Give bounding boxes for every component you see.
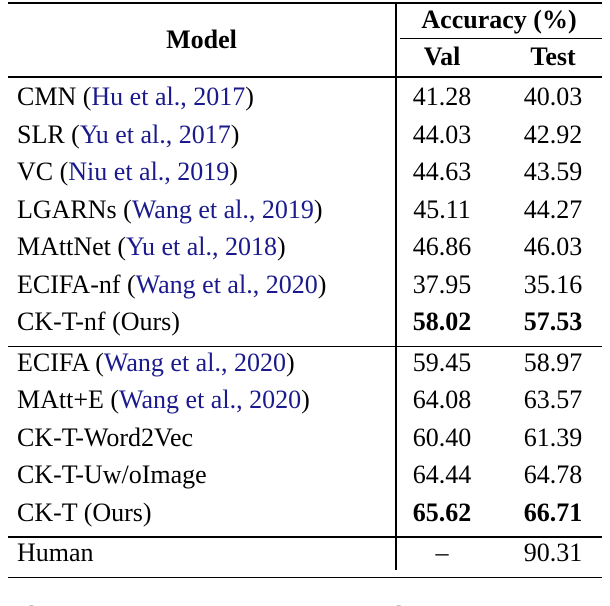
model-name: ) [230, 119, 240, 149]
test-cell: 90.31 [523, 538, 583, 567]
model-name: ) [276, 232, 286, 261]
citation: Hu et al., 2017 [91, 82, 246, 111]
model-name: MAtt+E ( [17, 385, 120, 414]
model-cell: CK-T (Ours) [17, 498, 152, 528]
model-cell: CK-T-Word2Vec [17, 423, 193, 453]
model-cell: ECIFA (Wang et al., 2020) [17, 348, 295, 378]
model-cell: CK-T-Uw/oImage [17, 460, 207, 490]
group-rule [8, 345, 602, 347]
model-cell: SLR (Yu et al., 2017) [17, 120, 239, 150]
top-rule [8, 2, 602, 4]
test-cell: 64.78 [523, 460, 583, 489]
model-name: ECIFA ( [17, 347, 104, 377]
accuracy-header: Accuracy (%) [421, 5, 577, 34]
test-cell: 58.97 [523, 347, 583, 377]
citation: Yu et al., 2017 [79, 119, 231, 149]
test-cell: 44.27 [523, 194, 583, 224]
val-cell: 37.95 [412, 269, 472, 299]
citation: Niu et al., 2019 [68, 157, 230, 186]
model-name: ) [317, 269, 327, 299]
val-cell: 41.28 [412, 82, 472, 111]
header-rule [8, 76, 602, 78]
model-header: Model [166, 25, 237, 54]
val-cell: 46.86 [412, 232, 472, 261]
model-cell: Human [17, 538, 94, 568]
header-cline [400, 38, 602, 40]
group-rule [8, 576, 602, 578]
model-name: CK-T (Ours) [17, 497, 152, 527]
val-cell: 44.63 [412, 157, 472, 186]
val-cell: 64.44 [412, 460, 472, 489]
val-cell: – [435, 538, 449, 567]
test-cell: 42.92 [523, 119, 583, 149]
val-header: Val [423, 42, 461, 71]
model-name: CMN ( [17, 82, 92, 111]
caption: Table 1: Accuracy on KB-Ref of the model… [6, 601, 478, 606]
column-rule [395, 2, 397, 570]
test-cell: 57.53 [523, 307, 583, 336]
val-cell: 59.45 [412, 347, 472, 377]
model-name: CK-T-Uw/oImage [17, 460, 207, 489]
model-cell: CK-T-nf (Ours) [17, 307, 180, 337]
citation: Wang et al., 2020 [119, 385, 302, 414]
test-cell: 63.57 [523, 385, 583, 414]
citation: Yu et al., 2018 [126, 232, 277, 261]
model-name: ) [245, 82, 254, 111]
model-cell: MAtt+E (Wang et al., 2020) [17, 385, 310, 415]
test-cell: 46.03 [523, 232, 583, 261]
citation: Wang et al., 2020 [103, 347, 286, 377]
val-cell: 64.08 [412, 385, 472, 414]
model-name: ) [301, 385, 310, 414]
test-cell: 43.59 [523, 157, 583, 186]
test-cell: 61.39 [523, 422, 583, 452]
group-rule [8, 536, 602, 538]
model-name: ) [285, 347, 295, 377]
model-name: CK-T-nf (Ours) [17, 307, 180, 336]
model-name: ) [313, 194, 323, 224]
val-cell: 60.40 [412, 422, 472, 452]
test-header: Test [530, 42, 576, 71]
model-name: ECIFA-nf ( [17, 269, 136, 299]
model-name: MAttNet ( [17, 232, 127, 261]
test-cell: 40.03 [523, 82, 583, 111]
model-cell: LGARNs (Wang et al., 2019) [17, 195, 323, 225]
model-name: Human [17, 538, 94, 567]
model-name: LGARNs ( [17, 194, 132, 224]
model-name: VC ( [17, 157, 69, 186]
val-cell: 45.11 [413, 194, 471, 224]
test-cell: 35.16 [523, 269, 583, 299]
val-cell: 44.03 [412, 119, 472, 149]
model-name: SLR ( [17, 119, 80, 149]
model-cell: VC (Niu et al., 2019) [17, 157, 238, 187]
model-name: ) [229, 157, 238, 186]
val-cell: 65.62 [412, 497, 472, 527]
model-cell: CMN (Hu et al., 2017) [17, 82, 254, 112]
model-cell: ECIFA-nf (Wang et al., 2020) [17, 270, 326, 300]
citation: Wang et al., 2019 [131, 194, 314, 224]
test-cell: 66.71 [523, 497, 583, 527]
model-cell: MAttNet (Yu et al., 2018) [17, 232, 286, 262]
model-name: CK-T-Word2Vec [17, 422, 194, 452]
val-cell: 58.02 [412, 307, 472, 336]
citation: Wang et al., 2020 [135, 269, 318, 299]
